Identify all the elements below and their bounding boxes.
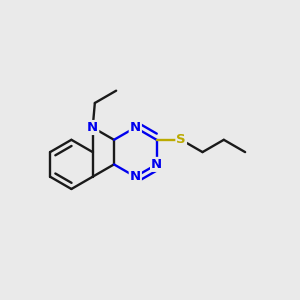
- Text: N: N: [87, 121, 98, 134]
- Text: N: N: [151, 158, 162, 171]
- Text: N: N: [130, 170, 141, 183]
- Text: S: S: [176, 133, 186, 146]
- Text: N: N: [130, 121, 141, 134]
